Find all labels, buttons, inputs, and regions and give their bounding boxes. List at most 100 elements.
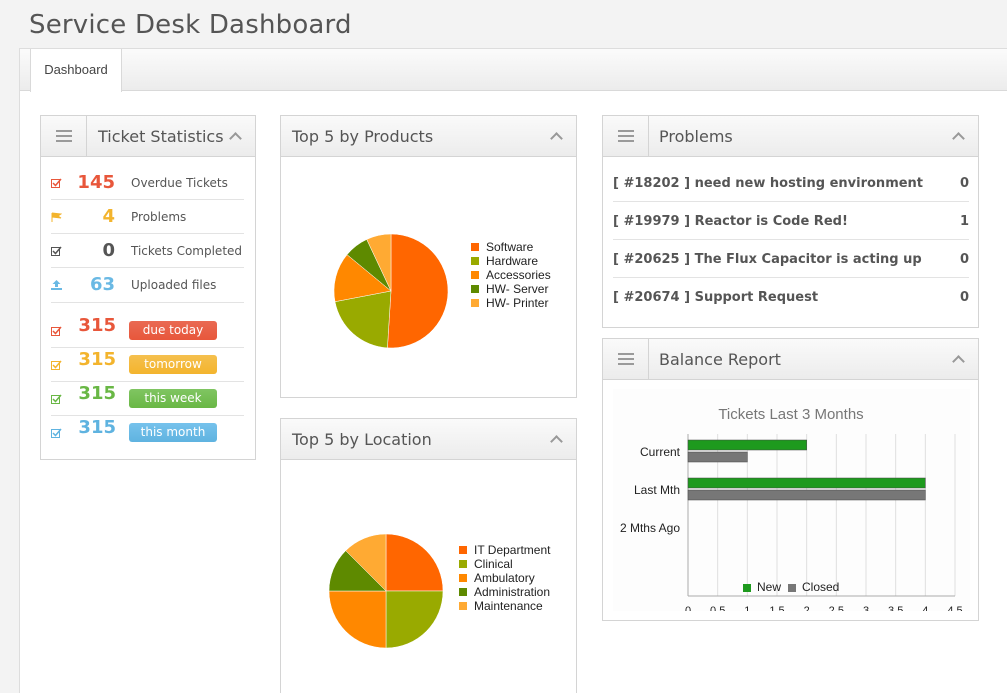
panel-title: Top 5 by Location xyxy=(292,430,432,449)
checkbox-icon xyxy=(51,360,62,370)
bar xyxy=(687,439,807,451)
legend-label: Administration xyxy=(474,585,551,599)
legend-item: Accessories xyxy=(471,268,551,282)
problem-count: 1 xyxy=(959,214,969,229)
chevron-up-icon[interactable] xyxy=(229,130,241,142)
due-badge[interactable]: this week xyxy=(129,389,217,408)
due-row[interactable]: 315 tomorrow xyxy=(51,348,244,382)
legend-label: Clinical xyxy=(474,557,513,571)
stat-label: Problems xyxy=(131,210,187,224)
legend-item: HW- Printer xyxy=(471,296,551,310)
problem-item[interactable]: [ #20625 ] The Flux Capacitor is acting … xyxy=(613,240,969,278)
legend-swatch xyxy=(459,602,467,610)
problem-link[interactable]: [ #20625 ] The Flux Capacitor is acting … xyxy=(613,252,922,267)
stat-row[interactable]: 0 Tickets Completed xyxy=(51,234,244,268)
panel-title: Top 5 by Products xyxy=(292,127,434,146)
panel-header: Problems xyxy=(603,116,978,157)
chart-title: Tickets Last 3 Months xyxy=(718,406,863,423)
legend-item: Clinical xyxy=(459,557,550,571)
legend-label: Hardware xyxy=(486,254,539,268)
legend-label: HW- Printer xyxy=(486,296,549,310)
panel-header: Top 5 by Products xyxy=(281,116,576,157)
chevron-up-icon[interactable] xyxy=(550,130,562,142)
pie-slice[interactable] xyxy=(385,533,444,592)
stat-row[interactable]: 145 Overdue Tickets xyxy=(51,166,244,200)
due-row[interactable]: 315 due today xyxy=(51,314,244,348)
due-badge[interactable]: due today xyxy=(129,321,217,340)
panel-title: Balance Report xyxy=(659,350,781,369)
chevron-up-icon[interactable] xyxy=(952,130,964,142)
due-row[interactable]: 315 this month xyxy=(51,416,244,450)
tick-label: 4 xyxy=(922,605,928,611)
pie-slice[interactable] xyxy=(387,233,449,349)
legend-swatch xyxy=(471,243,479,251)
tick-label: 3.5 xyxy=(888,605,903,611)
legend-swatch xyxy=(459,588,467,596)
tick-label: 2 xyxy=(804,605,810,611)
category-label: 2 Mths Ago xyxy=(620,521,680,535)
stat-label: Uploaded files xyxy=(131,278,217,292)
problem-link[interactable]: [ #19979 ] Reactor is Code Red! xyxy=(613,214,848,229)
legend-swatch xyxy=(471,285,479,293)
stat-value: 63 xyxy=(89,274,115,295)
panel-header: Balance Report xyxy=(603,339,978,380)
upload-icon xyxy=(51,280,62,290)
chevron-up-icon[interactable] xyxy=(550,433,562,445)
due-badge[interactable]: tomorrow xyxy=(129,355,217,374)
bar xyxy=(687,477,926,489)
stat-label: Overdue Tickets xyxy=(131,176,228,190)
chevron-up-icon[interactable] xyxy=(952,353,964,365)
checkbox-icon xyxy=(51,246,62,256)
due-row[interactable]: 315 this week xyxy=(51,382,244,416)
stat-value: 315 xyxy=(78,383,116,404)
stat-value: 0 xyxy=(102,240,115,261)
problem-count: 0 xyxy=(959,252,969,267)
panel-title: Problems xyxy=(659,127,733,146)
problem-item[interactable]: [ #19979 ] Reactor is Code Red! 1 xyxy=(613,202,969,240)
pie-slice[interactable] xyxy=(385,590,444,649)
bar xyxy=(687,451,748,463)
page-title: Service Desk Dashboard xyxy=(29,10,352,40)
panel-header: Ticket Statistics xyxy=(41,116,255,157)
balance-report-panel: Balance Report Tickets Last 3 Months 0 0.5… xyxy=(602,338,979,621)
top-products-panel: Top 5 by Products Software Hardware Access… xyxy=(280,115,577,398)
ticket-statistics-panel: Ticket Statistics 145 Overdue Tickets 4 Pro… xyxy=(40,115,256,460)
pie-slice[interactable] xyxy=(366,233,392,292)
legend-swatch xyxy=(743,584,751,592)
legend-item: Maintenance xyxy=(459,599,550,613)
problem-item[interactable]: [ #18202 ] need new hosting environment 0 xyxy=(613,164,969,202)
legend-item: Hardware xyxy=(471,254,551,268)
problem-count: 0 xyxy=(959,290,969,305)
stat-value: 4 xyxy=(102,206,115,227)
tick-label: 3 xyxy=(863,605,869,611)
legend-item: HW- Server xyxy=(471,282,551,296)
products-pie-chart xyxy=(333,233,449,349)
stat-row[interactable]: 63 Uploaded files xyxy=(51,268,244,302)
divider xyxy=(51,302,244,303)
tick-label: 1 xyxy=(744,605,750,611)
pie-slice[interactable] xyxy=(334,290,392,349)
panel-title: Ticket Statistics xyxy=(98,127,224,146)
legend-swatch xyxy=(471,299,479,307)
pie-slice[interactable] xyxy=(328,590,387,649)
legend-swatch xyxy=(459,560,467,568)
checkbox-icon xyxy=(51,326,62,336)
tab-dashboard[interactable]: Dashboard xyxy=(30,49,122,92)
pie-slice[interactable] xyxy=(345,533,387,592)
problems-panel: Problems [ #18202 ] need new hosting env… xyxy=(602,115,979,328)
stat-value: 145 xyxy=(77,172,115,193)
stat-label: Tickets Completed xyxy=(131,244,243,258)
category-label: Current xyxy=(640,445,681,459)
due-badge[interactable]: this month xyxy=(129,423,217,442)
legend-label: Ambulatory xyxy=(474,571,535,585)
problem-item[interactable]: [ #20674 ] Support Request 0 xyxy=(613,278,969,316)
legend-item: IT Department xyxy=(459,543,550,557)
problem-count: 0 xyxy=(959,176,969,191)
top-location-panel: Top 5 by Location IT Department Clinical A… xyxy=(280,418,577,693)
stat-row[interactable]: 4 Problems xyxy=(51,200,244,234)
legend-item: Software xyxy=(471,240,551,254)
problem-link[interactable]: [ #20674 ] Support Request xyxy=(613,290,819,305)
problem-link[interactable]: [ #18202 ] need new hosting environment xyxy=(613,176,924,191)
legend-swatch xyxy=(459,546,467,554)
legend-label: IT Department xyxy=(474,543,551,557)
